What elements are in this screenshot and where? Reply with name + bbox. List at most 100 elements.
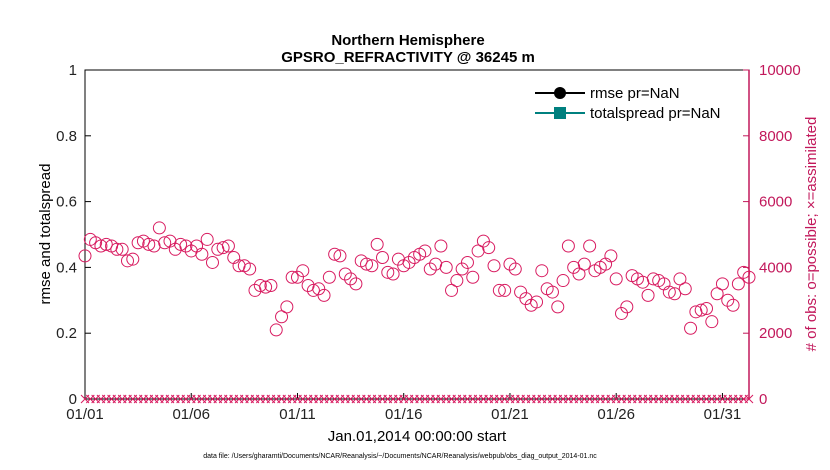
possible-obs-point — [312, 282, 326, 296]
possible-obs-point — [721, 293, 735, 307]
possible-obs-point — [269, 323, 283, 337]
possible-obs-point — [338, 267, 352, 281]
x-tick-label: 01/26 — [597, 406, 635, 423]
data-file-caption: data file: /Users/gharamti/Documents/NCA… — [203, 453, 597, 460]
possible-obs-point — [344, 272, 358, 286]
possible-obs-point — [604, 249, 618, 263]
possible-obs-point — [115, 242, 129, 256]
possible-obs-point — [445, 283, 459, 297]
possible-obs-point — [715, 277, 729, 291]
possible-obs-point — [460, 255, 474, 269]
y-left-tick-label: 0.6 — [56, 194, 77, 211]
y-left-tick-label: 1 — [69, 62, 77, 79]
possible-obs-point — [545, 285, 559, 299]
legend-box — [519, 79, 739, 129]
chart-subtitle: GPSRO_REFRACTIVITY @ 36245 m — [281, 49, 535, 66]
possible-obs-point — [583, 239, 597, 253]
possible-obs-point — [482, 241, 496, 255]
possible-obs-point — [551, 300, 565, 314]
possible-obs-point — [120, 254, 134, 268]
possible-obs-point — [737, 265, 751, 279]
possible-obs-point — [174, 237, 188, 251]
possible-obs-point — [615, 306, 629, 320]
possible-obs-point — [386, 267, 400, 281]
possible-obs-point — [684, 321, 698, 335]
possible-obs-point — [530, 295, 544, 309]
possible-obs-point — [402, 255, 416, 269]
possible-obs-point — [668, 287, 682, 301]
possible-obs-point — [275, 310, 289, 324]
possible-obs-point — [450, 274, 464, 288]
assimilated-obs-series — [80, 394, 754, 404]
assimilated-obs-point — [744, 394, 754, 404]
possible-obs-point — [700, 302, 714, 316]
possible-obs-point — [317, 288, 331, 302]
legend-totalspread-label: totalspread pr=NaN — [590, 105, 721, 122]
possible-obs-point — [285, 270, 299, 284]
y-right-axis: 0 2000 4000 6000 8000 10000 — [743, 62, 801, 408]
possible-obs-point — [535, 264, 549, 278]
y-left-tick-label: 0.4 — [56, 259, 77, 276]
possible-obs-point — [370, 237, 384, 251]
possible-obs-point — [243, 262, 257, 276]
possible-obs-point — [556, 274, 570, 288]
possible-obs-point — [466, 270, 480, 284]
possible-obs-point — [503, 257, 517, 271]
possible-obs-point — [439, 260, 453, 274]
possible-obs-point — [280, 300, 294, 314]
possible-obs-point — [710, 287, 724, 301]
x-axis: 01/01 01/06 01/11 01/16 01/21 01/26 01/31 — [66, 393, 741, 423]
possible-obs-point — [296, 264, 310, 278]
possible-obs-point — [253, 278, 267, 292]
y-right-tick-label: 6000 — [759, 194, 792, 211]
possible-obs-point — [290, 270, 304, 284]
possible-obs-point — [726, 298, 740, 312]
x-tick-label: 01/31 — [704, 406, 742, 423]
possible-obs-point — [498, 283, 512, 297]
legend: rmse pr=NaN totalspread pr=NaN — [519, 79, 739, 129]
possible-obs-point — [646, 272, 660, 286]
possible-obs-point — [375, 251, 389, 265]
x-tick-label: 01/11 — [279, 406, 315, 423]
y-right-tick-label: 0 — [759, 391, 767, 408]
possible-obs-point — [418, 244, 432, 258]
possible-obs-point — [434, 239, 448, 253]
possible-obs-point — [487, 259, 501, 273]
y-right-tick-label: 10000 — [759, 62, 801, 79]
possible-obs-point — [678, 282, 692, 296]
possible-obs-point — [365, 259, 379, 273]
possible-obs-point — [742, 270, 756, 284]
possible-obs-point — [78, 249, 92, 263]
possible-obs-point — [94, 239, 108, 253]
y-left-axis: 0 0.2 0.4 0.6 0.8 1 — [56, 62, 91, 408]
possible-obs-point — [158, 236, 172, 250]
possible-obs-point — [572, 267, 586, 281]
y-axis-label-left: rmse and totalspread — [37, 164, 54, 305]
x-tick-label: 01/16 — [385, 406, 423, 423]
y-left-tick-label: 0.8 — [56, 128, 77, 145]
possible-obs-point — [476, 234, 490, 248]
x-axis-label: Jan.01,2014 00:00:00 start — [328, 428, 507, 445]
possible-obs-point — [561, 239, 575, 253]
possible-obs-point — [306, 283, 320, 297]
possible-obs-point — [492, 283, 506, 297]
possible-obs-point — [694, 303, 708, 317]
possible-obs-point — [333, 249, 347, 263]
possible-obs-point — [216, 241, 230, 255]
possible-obs-point — [200, 232, 214, 246]
possible-obs-point — [508, 262, 522, 276]
possible-obs-point — [423, 262, 437, 276]
possible-obs-point — [705, 315, 719, 329]
x-tick-label: 01/01 — [66, 406, 104, 423]
y-right-tick-label: 8000 — [759, 128, 792, 145]
possible-obs-point — [126, 252, 140, 266]
y-left-tick-label: 0 — [69, 391, 77, 408]
possible-obs-point — [99, 237, 113, 251]
y-right-tick-label: 4000 — [759, 259, 792, 276]
possible-obs-point — [662, 285, 676, 299]
possible-obs-point — [110, 242, 124, 256]
possible-obs-point — [455, 262, 469, 276]
possible-obs-point — [195, 247, 209, 261]
possible-obs-point — [620, 300, 634, 314]
possible-obs-point — [641, 288, 655, 302]
